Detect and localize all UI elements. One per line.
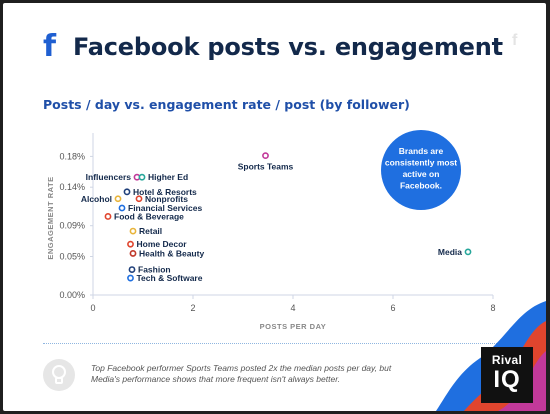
- x-tick-label: 8: [490, 303, 495, 313]
- data-label: Media: [438, 247, 462, 257]
- data-point: [262, 152, 269, 160]
- x-tick-label: 2: [190, 303, 195, 313]
- y-axis-title: ENGAGEMENT RATE: [46, 176, 55, 259]
- y-tick-label: 0.18%: [59, 151, 85, 161]
- data-point: [114, 195, 122, 203]
- callout-text: Brands are: [399, 146, 444, 156]
- data-label: Financial Services: [128, 203, 202, 213]
- data-label: Alcohol: [81, 194, 112, 204]
- data-point: [135, 195, 143, 203]
- callout-text: Facebook.: [400, 181, 442, 191]
- data-point: [464, 248, 472, 256]
- data-label: Influencers: [86, 172, 132, 182]
- x-tick-label: 0: [90, 303, 95, 313]
- data-point: [118, 204, 126, 212]
- x-tick-label: 4: [290, 303, 295, 313]
- footnote-text: Top Facebook performer Sports Teams post…: [91, 363, 392, 384]
- data-point: [104, 213, 112, 220]
- x-tick-label: 6: [390, 303, 395, 313]
- page-title: Facebook posts vs. engagement: [73, 33, 503, 61]
- data-label: Higher Ed: [148, 172, 188, 182]
- data-label: Retail: [139, 226, 162, 236]
- data-point: [127, 240, 134, 248]
- data-point: [127, 274, 134, 282]
- data-point: [128, 266, 136, 273]
- rival-iq-logo: Rival IQ: [481, 347, 533, 403]
- chart-subtitle: Posts / day vs. engagement rate / post (…: [43, 97, 410, 112]
- data-label: Hotel & Resorts: [133, 187, 197, 197]
- data-point: [138, 173, 146, 181]
- brand-name-top: Rival: [491, 353, 523, 367]
- data-label: Nonprofits: [145, 194, 188, 204]
- data-label: Tech & Software: [137, 273, 203, 283]
- facebook-icon: f: [512, 32, 518, 49]
- footer-divider: [43, 343, 503, 344]
- callout-bubble: [381, 130, 461, 210]
- scatter-chart: 0 2 4 6 8 0.00% 0.05% 0.09% 0.14% 0.18% POSTS PER …: [46, 130, 496, 331]
- data-label: Food & Beverage: [114, 211, 184, 221]
- infographic-card: f Facebook posts vs. engagement f Posts …: [3, 3, 546, 411]
- brand-name-bottom: IQ: [493, 366, 521, 393]
- data-label: Fashion: [138, 265, 171, 275]
- y-tick-label: 0.14%: [59, 182, 85, 192]
- data-point: [129, 250, 137, 257]
- lightbulb-icon: [43, 359, 75, 391]
- data-point: [129, 227, 137, 235]
- y-tick-label: 0.09%: [59, 221, 85, 231]
- y-tick-label: 0.05%: [59, 252, 85, 262]
- facebook-icon: f: [43, 29, 57, 64]
- y-tick-label: 0.00%: [59, 290, 85, 300]
- callout-text: active on: [403, 169, 440, 179]
- x-axis-title: POSTS PER DAY: [260, 322, 327, 331]
- callout-text: consistently most: [385, 158, 457, 168]
- data-point: [123, 188, 131, 196]
- data-label: Health & Beauty: [139, 248, 204, 258]
- data-label: Home Decor: [137, 239, 188, 249]
- data-label: Sports Teams: [238, 162, 294, 172]
